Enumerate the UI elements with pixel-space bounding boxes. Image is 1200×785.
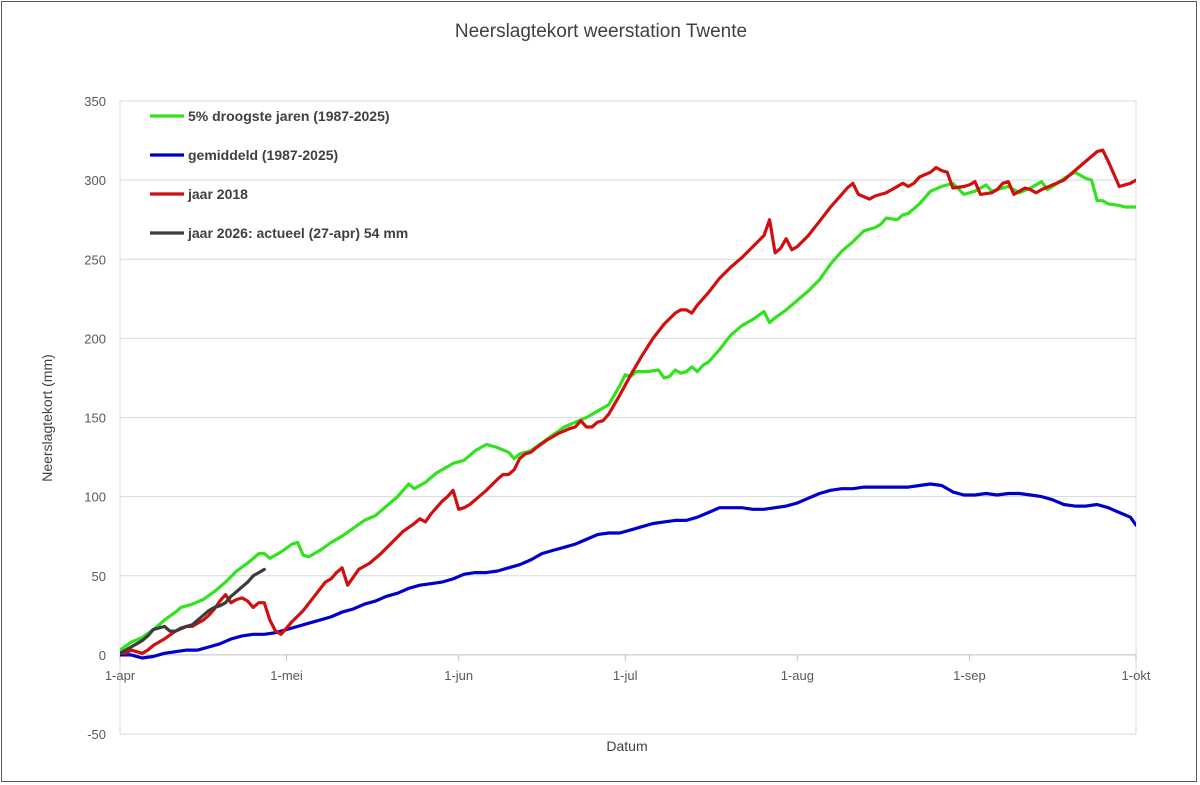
series-line-1 bbox=[120, 170, 1136, 652]
chart-title: Neerslagtekort weerstation Twente bbox=[455, 21, 747, 42]
y-tick-label: -50 bbox=[87, 727, 106, 742]
y-tick-label: 300 bbox=[84, 173, 106, 188]
x-tick-label: 1-jun bbox=[444, 668, 473, 683]
y-tick-label: 50 bbox=[92, 569, 106, 584]
gridlines bbox=[120, 100, 1136, 735]
x-tick-label: 1-jul bbox=[613, 668, 638, 683]
y-tick-label: 150 bbox=[84, 411, 106, 426]
legend-label: jaar 2018 bbox=[187, 186, 248, 202]
series-line-2 bbox=[120, 482, 1136, 660]
y-tick-label: 250 bbox=[84, 252, 106, 267]
x-tick-label: 1-mei bbox=[270, 668, 303, 683]
legend-label: gemiddeld (1987-2025) bbox=[188, 147, 338, 163]
y-tick-label: 350 bbox=[84, 94, 106, 109]
legend: 5% droogste jaren (1987-2025) gemiddeld (… bbox=[150, 108, 408, 241]
x-tick-label: 1-aug bbox=[781, 668, 814, 683]
x-axis-title: Datum bbox=[606, 738, 647, 754]
y-tick-label: 0 bbox=[99, 648, 106, 663]
x-tick-label: 1-okt bbox=[1122, 668, 1151, 683]
y-axis-title: Neerslagtekort (mm) bbox=[39, 354, 55, 482]
series-lines bbox=[120, 148, 1136, 660]
series-line-3 bbox=[120, 148, 1136, 655]
x-tick-label: 1-apr bbox=[105, 668, 136, 683]
y-tick-label: 100 bbox=[84, 490, 106, 505]
series-line-4 bbox=[120, 567, 266, 655]
legend-label: jaar 2026: actueel (27-apr) 54 mm bbox=[187, 225, 408, 241]
x-tick-label: 1-sep bbox=[953, 668, 986, 683]
legend-label: 5% droogste jaren (1987-2025) bbox=[188, 108, 390, 124]
y-tick-label: 200 bbox=[84, 331, 106, 346]
